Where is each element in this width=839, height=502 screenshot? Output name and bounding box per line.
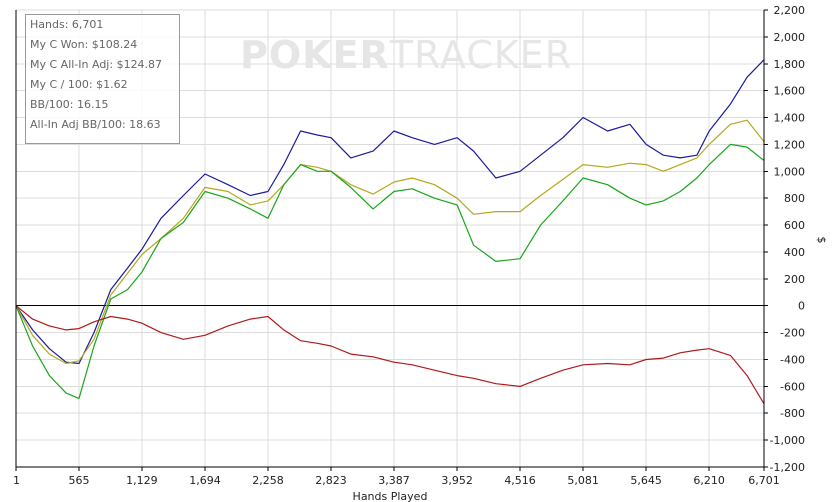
y-tick-labels: -1,200 -1,000 -800 -600 -400 -200 0 200 400 600 80… [764, 4, 805, 474]
x-tick-label: 3,952 [441, 474, 473, 487]
y-tick-label: -800 [780, 407, 805, 420]
stat-bb-100: BB/100: 16.15 [30, 98, 109, 111]
x-tick-label: 1,694 [189, 474, 221, 487]
stat-allin-bb-100: All-In Adj BB/100: 18.63 [30, 118, 161, 131]
y-tick-label: 2,000 [774, 31, 806, 44]
y-tick-label: 800 [784, 192, 805, 205]
y-tick-label: -1,200 [770, 461, 805, 474]
y-tick-label: 2,200 [774, 4, 806, 17]
stat-per-100: My C / 100: $1.62 [30, 78, 128, 91]
x-tick-label: 6,701 [748, 474, 780, 487]
y-tick-label: 1,400 [774, 112, 806, 125]
y-tick-label: -1,000 [770, 434, 805, 447]
x-tick-label: 3,387 [378, 474, 410, 487]
series-line-4 [15, 305, 765, 405]
x-tick-label: 565 [68, 474, 89, 487]
y-tick-label: -200 [780, 327, 805, 340]
y-axis-label: $ [815, 237, 828, 244]
x-tick-label: 5,645 [630, 474, 662, 487]
series-line-2 [15, 119, 765, 365]
y-tick-label: 1,800 [774, 58, 806, 71]
x-tick-label: 2,258 [252, 474, 284, 487]
x-axis-label: Hands Played [353, 490, 428, 502]
series-line-3 [15, 143, 765, 399]
y-tick-label: 1,600 [774, 85, 806, 98]
y-tick-label: 1,000 [774, 165, 806, 178]
watermark-poker: POKER [240, 33, 390, 77]
x-tick-label: 5,081 [567, 474, 599, 487]
series-line-1 [15, 59, 765, 365]
stat-won: My C Won: $108.24 [30, 38, 138, 51]
watermark-tracker: TRACKER [389, 33, 573, 77]
y-tick-label: 400 [784, 246, 805, 259]
y-tick-label: 200 [784, 273, 805, 286]
series-lines [15, 59, 765, 405]
x-tick-label: 1,129 [126, 474, 158, 487]
axes [15, 10, 765, 468]
y-tick-label: 1,200 [774, 138, 806, 151]
x-tick-labels: 1 565 1,129 1,694 2,258 2,823 3,387 3,952 4,516 5… [13, 467, 780, 487]
stat-hands: Hands: 6,701 [30, 18, 104, 31]
x-tick-label: 2,823 [315, 474, 347, 487]
stat-allin-adj: My C All-In Adj: $124.87 [30, 58, 163, 71]
y-tick-label: 0 [798, 300, 805, 313]
x-tick-label: 1 [13, 474, 20, 487]
stats-box: Hands: 6,701 My C Won: $108.24 My C All-… [25, 14, 180, 144]
grid [15, 9, 765, 468]
x-tick-label: 4,516 [504, 474, 536, 487]
x-tick-label: 6,210 [693, 474, 725, 487]
y-tick-label: -600 [780, 380, 805, 393]
y-tick-label: -400 [780, 353, 805, 366]
y-tick-label: 600 [784, 219, 805, 232]
pokertracker-watermark: POKERTRACKER [240, 33, 572, 77]
